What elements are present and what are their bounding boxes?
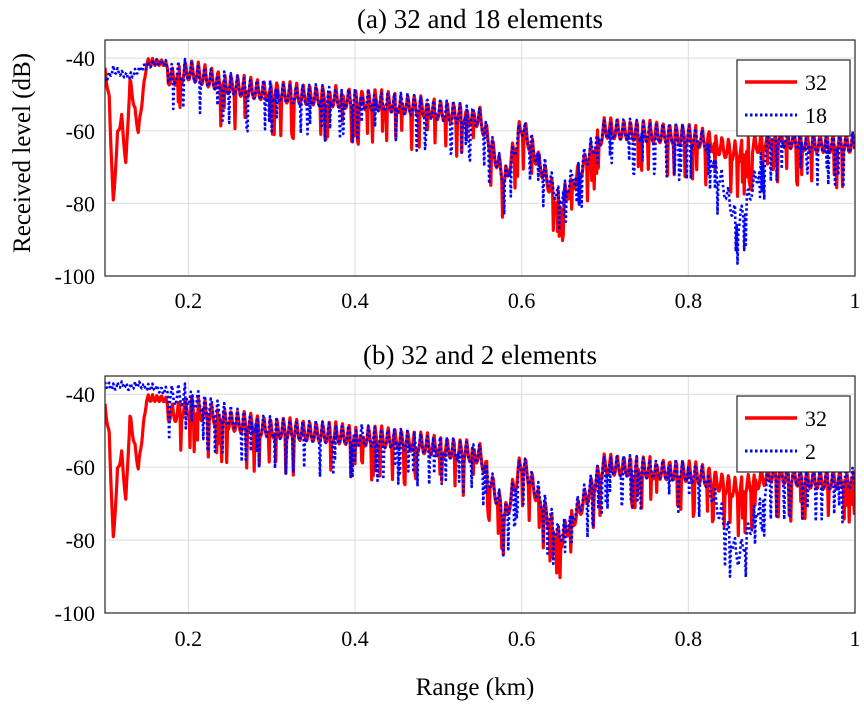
plot-frame [104,39,856,277]
legend-label-18: 18 [805,103,827,128]
x-tick-label: 0.6 [508,288,536,313]
y-tick-label: -40 [66,46,95,71]
x-tick-label: 0.4 [341,288,369,313]
y-tick-label: -100 [55,264,95,289]
series-line-18 [105,57,855,265]
y-tick-label: -60 [66,119,95,144]
series-line-32 [105,393,855,580]
y-tick-label: -100 [55,601,95,626]
series-line-32 [105,56,855,243]
x-tick-label: 1 [850,626,861,651]
series-line-2 [105,380,855,579]
series-group [105,56,855,265]
legend: 322 [736,395,851,473]
y-tick-label: -40 [66,382,95,407]
x-axis-label: Range (km) [416,674,535,701]
panel-title: (b) 32 and 2 elements [363,340,597,370]
x-tick-label: 0.8 [675,626,703,651]
legend-label-2: 2 [805,439,816,464]
y-axis-label: Received level (dB) [9,53,36,253]
x-tick-label: 0.2 [175,288,203,313]
y-tick-label: -60 [66,455,95,480]
panel-title: (a) 32 and 18 elements [357,4,603,34]
panel-b: 0.2 0.4 0.6 0.8 1 -40 -60 -80 -100 (b) 32 and 2 e… [55,340,861,701]
legend-box [736,59,851,137]
panel-a: 0.2 0.4 0.6 0.8 1 -40 -60 -80 -100 (a) 32 and 18 … [9,4,861,313]
y-tick-label: -80 [66,528,95,553]
x-tick-label: 0.4 [341,626,369,651]
x-tick-label: 0.8 [675,288,703,313]
legend-label-32: 32 [805,70,827,95]
legend-box [736,395,851,473]
y-tick-label: -80 [66,191,95,216]
series-group [105,380,855,580]
legend-label-32: 32 [805,406,827,431]
x-tick-label: 1 [850,288,861,313]
x-tick-label: 0.6 [508,626,536,651]
x-tick-label: 0.2 [175,626,203,651]
plot-frame [104,375,856,614]
